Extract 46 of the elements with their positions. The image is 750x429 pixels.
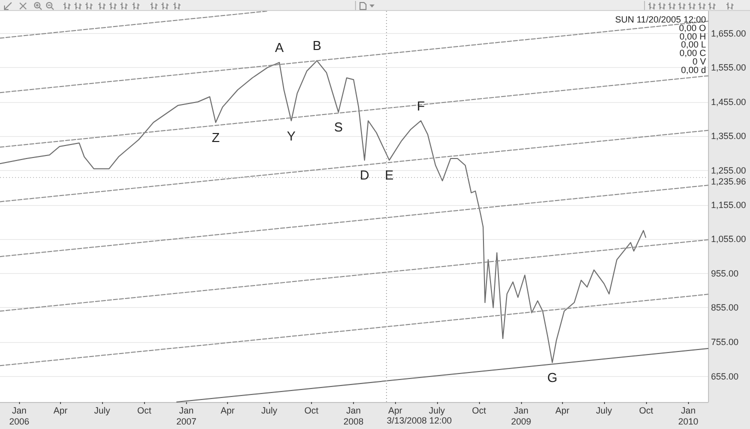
annotation: A [275,40,284,55]
annotation: 0,00 L [680,40,706,50]
annotation: 0,00 C [679,48,706,58]
y-tick-label: 1,055.00 [711,234,746,244]
ref-line-label: 1,235.96 [711,176,746,186]
x-tick-label: Jan 2008 [344,406,364,426]
y-tick-label: 655.00 [711,371,739,382]
x-tick-label: Oct [639,406,654,416]
x-tick-label: July [428,406,446,416]
y-tick-label: 1,155.00 [711,200,746,210]
annotation: F [416,98,425,114]
annotation: SUN 11/20/2005 12:00 [615,14,706,24]
y-tick-label: 855.00 [711,302,739,313]
annotation: 0,00 H [679,31,706,42]
x-tick-label: Oct [304,406,319,416]
x-tick-label: Apr [555,406,570,416]
annotation: 0,00 d [680,64,706,75]
annotation: S [334,120,344,135]
annotation: Z [212,130,220,145]
annotation: B [312,38,322,54]
x-tick-label: Oct [137,406,152,416]
x-tick-label: Oct [472,406,487,416]
x-tick-label: Jan 2009 [511,406,532,426]
x-tick-label: Jan 2007 [176,406,196,426]
annotation: D [360,168,370,183]
y-tick-label: 1,355.00 [711,131,746,142]
y-tick-label: 1,655.00 [711,28,746,38]
y-tick-label: 755.00 [711,336,739,347]
annotation: 0,00 O [678,22,706,33]
annotation: E [384,168,394,183]
annotation: G [547,370,558,386]
x-tick-label: Jan 2006 [9,406,30,426]
y-tick-label: 955.00 [711,268,739,278]
x-tick-label: Apr [220,406,235,416]
x-tick-label: July [94,406,111,416]
annotation: Y [286,128,296,144]
x-tick-label: July [596,406,613,416]
ref-line-label: 3/13/2008 12:00 [386,416,452,426]
y-tick-label: 1,455.00 [711,96,746,107]
x-tick-label: Apr [53,406,68,416]
x-tick-label: Apr [388,406,402,416]
y-tick-label: 1,255.00 [711,165,746,176]
y-tick-label: 1,555.00 [711,62,746,73]
x-tick-label: Jan 2010 [678,406,698,426]
annotation: 0 V [692,56,706,66]
x-tick-label: July [261,406,278,416]
